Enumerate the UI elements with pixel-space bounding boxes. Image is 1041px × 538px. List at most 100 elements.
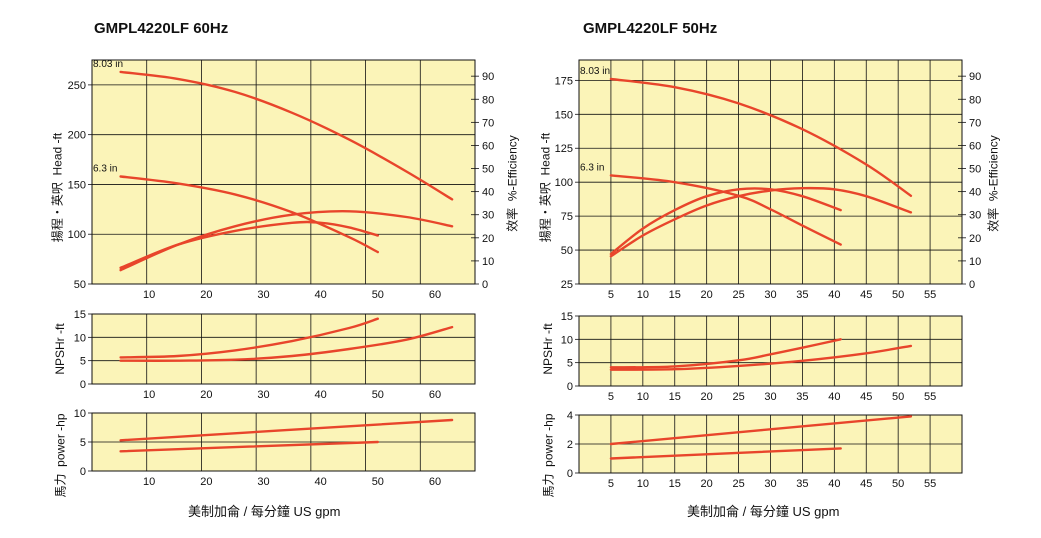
head-xtick-label-hz60: 30 [257, 289, 269, 301]
npshr-xtick-label-hz50: 50 [892, 391, 904, 403]
eff-tick-label-hz60: 60 [482, 140, 494, 152]
chart-title-50hz: GMPL4220LF 50Hz [583, 20, 718, 37]
npshr-xtick-label-hz60: 20 [200, 389, 212, 401]
head-curve-hz60-3 [119, 220, 379, 269]
npshr-ytick-label-hz60: 15 [74, 309, 86, 321]
npshr-frame-hz50 [578, 315, 963, 387]
npshr-frame-hz60 [91, 313, 476, 385]
power-ytick-label-hz60: 0 [80, 466, 86, 478]
head-ytick-label-hz50: 25 [561, 279, 573, 291]
power-curve-hz60-1 [119, 440, 379, 453]
power-curve-hz50-1 [609, 447, 842, 460]
power-xtick-label-hz50: 5 [608, 478, 614, 490]
head-xtick-label-hz60: 10 [143, 289, 155, 301]
power-frame-hz60 [91, 412, 476, 472]
head-ytick-label-hz50: 150 [555, 109, 573, 121]
curve-label-hz50-0: 8.03 in [580, 66, 610, 77]
head-ytick-label-hz60: 250 [68, 80, 86, 92]
eff-tick-label-hz60: 20 [482, 233, 494, 245]
eff-tick-label-hz50: 50 [969, 164, 981, 176]
eff-tick-label-hz50: 20 [969, 233, 981, 245]
npshr-ytick-label-hz50: 5 [567, 358, 573, 370]
npshr-xtick-label-hz50: 5 [608, 391, 614, 403]
head-curve-hz50-3 [609, 187, 842, 256]
head-ytick-label-hz60: 150 [68, 179, 86, 191]
npshr-xtick-label-hz50: 55 [924, 391, 936, 403]
head-xtick-label-hz50: 45 [860, 289, 872, 301]
head-ytick-label-hz60: 50 [74, 279, 86, 291]
power-ytick-label-hz50: 2 [567, 439, 573, 451]
chart-title-60hz: GMPL4220LF 60Hz [94, 20, 229, 37]
power-ytick-label-hz50: 4 [567, 410, 573, 422]
power-xtick-label-hz60: 10 [143, 476, 155, 488]
head-xtick-label-hz50: 35 [796, 289, 808, 301]
curve-label-hz60-1: 6.3 in [93, 163, 117, 174]
power-xtick-label-hz50: 25 [732, 478, 744, 490]
npshr-xtick-label-hz50: 40 [828, 391, 840, 403]
power-xtick-label-hz60: 40 [315, 476, 327, 488]
npshr-xtick-label-hz50: 35 [796, 391, 808, 403]
head-ytick-label-hz50: 175 [555, 75, 573, 87]
power-xtick-label-hz60: 60 [429, 476, 441, 488]
npshr-xtick-label-hz50: 45 [860, 391, 872, 403]
head-xtick-label-hz50: 30 [764, 289, 776, 301]
power-xtick-label-hz50: 50 [892, 478, 904, 490]
head-ytick-label-hz50: 50 [561, 245, 573, 257]
eff-tick-label-hz50: 40 [969, 187, 981, 199]
eff-tick-label-hz60: 80 [482, 94, 494, 106]
eff-tick-label-hz50: 30 [969, 210, 981, 222]
head-xtick-label-hz50: 25 [732, 289, 744, 301]
head-xtick-label-hz60: 60 [429, 289, 441, 301]
eff-tick-label-hz60: 90 [482, 71, 494, 83]
head-xtick-label-hz50: 20 [701, 289, 713, 301]
eff-tick-label-hz60: 50 [482, 164, 494, 176]
head-ytick-label-hz50: 100 [555, 177, 573, 189]
eff-tick-label-hz50: 10 [969, 256, 981, 268]
npshr-xtick-label-hz60: 50 [372, 389, 384, 401]
npshr-curve-hz60-1 [119, 317, 379, 359]
npshr-ytick-label-hz60: 0 [80, 379, 86, 391]
head-frame-hz50 [578, 59, 963, 285]
npshr-ytick-label-hz60: 10 [74, 332, 86, 344]
npshr-xtick-label-hz50: 25 [732, 391, 744, 403]
head-plot-area-hz60 [92, 60, 475, 284]
npshr-xtick-label-hz50: 15 [669, 391, 681, 403]
head-xtick-label-hz50: 40 [828, 289, 840, 301]
curve-label-hz60-0: 8.03 in [93, 59, 123, 70]
head-xtick-label-hz50: 10 [637, 289, 649, 301]
head-curve-hz50-1 [609, 174, 842, 246]
eff-tick-label-hz50: 60 [969, 140, 981, 152]
npshr-xtick-label-hz50: 10 [637, 391, 649, 403]
eff-tick-label-hz50: 80 [969, 94, 981, 106]
head-curve-hz50-0 [609, 77, 913, 197]
eff-tick-label-hz60: 30 [482, 210, 494, 222]
power-curve-hz60-0 [119, 418, 454, 442]
npshr-curve-hz50-1 [609, 338, 842, 369]
power-xtick-label-hz60: 50 [372, 476, 384, 488]
power-curve-hz50-0 [609, 415, 913, 446]
power-xtick-label-hz50: 20 [701, 478, 713, 490]
npshr-xtick-label-hz50: 20 [701, 391, 713, 403]
head-ytick-label-hz60: 100 [68, 229, 86, 241]
curve-label-hz50-1: 6.3 in [580, 162, 604, 173]
head-xtick-label-hz60: 40 [315, 289, 327, 301]
power-ytick-label-hz50: 0 [567, 468, 573, 480]
npshr-xtick-label-hz60: 30 [257, 389, 269, 401]
head-curve-hz60-1 [119, 175, 379, 254]
power-xtick-label-hz50: 35 [796, 478, 808, 490]
head-ytick-label-hz50: 75 [561, 211, 573, 223]
eff-tick-label-hz60: 0 [482, 279, 488, 291]
head-xtick-label-hz50: 55 [924, 289, 936, 301]
head-curve-hz60-0 [119, 70, 454, 201]
power-xtick-label-hz60: 30 [257, 476, 269, 488]
eff-tick-label-hz50: 90 [969, 71, 981, 83]
head-curve-hz50-2 [609, 186, 913, 258]
power-xtick-label-hz50: 40 [828, 478, 840, 490]
power-xtick-label-hz50: 55 [924, 478, 936, 490]
head-ytick-label-hz50: 125 [555, 143, 573, 155]
head-ytick-label-hz60: 200 [68, 130, 86, 142]
power-xtick-label-hz50: 45 [860, 478, 872, 490]
npshr-xtick-label-hz60: 40 [315, 389, 327, 401]
head-xtick-label-hz50: 5 [608, 289, 614, 301]
npshr-curve-hz60-0 [119, 325, 454, 362]
